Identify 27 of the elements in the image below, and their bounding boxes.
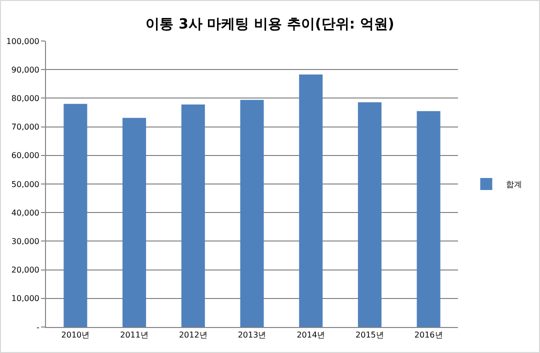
x-tick-label: 2014년 (296, 330, 326, 340)
bar (240, 100, 264, 327)
y-tick-label: 80,000 (11, 94, 40, 103)
legend-label: 합계 (506, 180, 522, 190)
y-tick-label: 40,000 (11, 208, 40, 218)
bar (122, 118, 146, 327)
y-tick-label: 60,000 (11, 151, 40, 160)
chart-title: 이통 3사 마케팅 비용 추이(단위: 억원) (146, 16, 394, 32)
bar (358, 102, 382, 327)
x-tick-label: 2016년 (414, 330, 443, 340)
x-tick-label: 2010년 (61, 330, 90, 340)
y-tick-label: - (36, 322, 40, 332)
y-tick-label: 50,000 (11, 180, 40, 189)
y-tick-label: 10,000 (11, 294, 40, 304)
x-tick-label: 2013년 (238, 330, 266, 340)
bar (416, 111, 440, 327)
x-tick-label: 2015년 (356, 330, 384, 340)
y-tick-label: 70,000 (11, 122, 40, 132)
x-tick-label: 2012년 (178, 330, 208, 340)
y-tick-label: 20,000 (11, 266, 40, 275)
bar (299, 74, 323, 327)
y-tick-label: 30,000 (11, 237, 40, 246)
x-tick-label: 2011년 (120, 330, 148, 340)
bar (181, 104, 205, 327)
bar (64, 104, 88, 327)
y-tick-label: 100,000 (6, 36, 40, 46)
y-tick-label: 90,000 (11, 65, 40, 74)
